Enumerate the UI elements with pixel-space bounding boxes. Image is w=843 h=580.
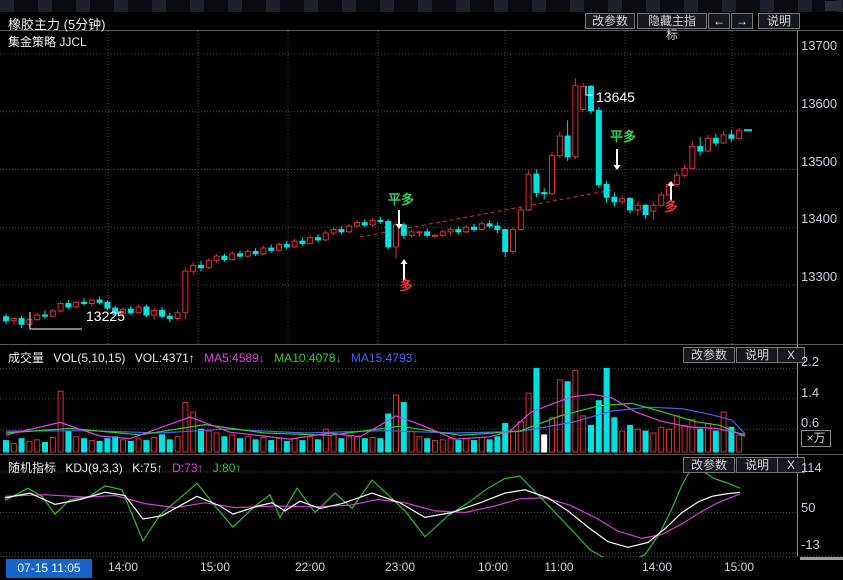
time-tick-label: 22:00 (294, 560, 326, 574)
svg-text:平多: 平多 (610, 129, 636, 144)
volume-panel-header: 成交量 VOL(5,10,15) VOL:4371↑ MA5:4589↓ MA1… (8, 349, 424, 366)
svg-text:13645: 13645 (596, 89, 635, 105)
svg-text:多: 多 (399, 278, 412, 293)
kdj-help-button[interactable]: 说明 (736, 457, 778, 473)
svg-text:平多: 平多 (388, 192, 414, 207)
volume-change-params-button[interactable]: 改参数 (683, 347, 735, 363)
volume-axis-label: 0.6 (801, 415, 820, 431)
top-menu-strip[interactable] (0, 0, 843, 12)
kdj-k-value: K:75↑ (132, 461, 163, 475)
strategy-label: 集金策略 JJCL (8, 35, 87, 49)
volume-ma10: MA10:4078↓ (274, 351, 342, 365)
time-tick-label: 23:00 (384, 560, 416, 574)
time-tick-label: 10:00 (477, 560, 509, 574)
time-axis[interactable]: 07-15 11:05 14:00 15:00 22:00 23:00 10:00 11:… (0, 557, 843, 580)
instrument-title: 橡胶主力 (5分钟) (8, 17, 106, 32)
price-axis-label: 13400 (801, 211, 838, 227)
price-axis-label: 13600 (801, 95, 838, 111)
price-axis-label: 13300 (801, 269, 838, 284)
time-tick-label: 15:00 (199, 560, 231, 574)
kdj-axis-label: 50 (801, 500, 816, 515)
change-params-button[interactable]: 改参数 (585, 13, 635, 29)
next-arrow-button[interactable]: → (731, 13, 753, 29)
time-tick-label: 14:00 (641, 560, 673, 574)
volume-axis-label: 2.2 (801, 354, 820, 370)
kdj-close-button[interactable]: X (777, 457, 805, 473)
kdj-axis-label: 114 (801, 460, 822, 475)
svg-text:多: 多 (664, 199, 677, 214)
volume-name: 成交量 (8, 351, 45, 365)
kdj-change-params-button[interactable]: 改参数 (683, 457, 735, 473)
time-tick-label: 15:00 (723, 560, 755, 574)
help-button[interactable]: 说明 (758, 13, 800, 29)
menu-corner-icon[interactable] (825, 1, 841, 11)
volume-current: VOL:4371↑ (134, 351, 195, 365)
chart-title-bar: 橡胶主力 (5分钟) 改参数 隐藏主指标 ← → 说明 (0, 12, 843, 42)
kdj-formula: KDJ(9,3,3) (65, 461, 123, 475)
time-tick-label: 14:00 (107, 560, 139, 574)
volume-help-button[interactable]: 说明 (736, 347, 778, 363)
price-axis-label: 13500 (801, 153, 838, 169)
volume-unit-label: ×万 (801, 430, 831, 447)
price-axis-label: 13700 (801, 38, 838, 53)
prev-arrow-button[interactable]: ← (708, 13, 730, 29)
kdj-axis-label: -13 (801, 537, 820, 552)
hide-main-indicator-button[interactable]: 隐藏主指标 (637, 13, 707, 42)
kdj-j-value: J:80↑ (212, 461, 242, 475)
volume-axis-label: 1.4 (801, 384, 820, 400)
volume-formula: VOL(5,10,15) (53, 351, 126, 365)
volume-ma15: MA15:4793↓ (350, 351, 419, 365)
kdj-panel-header: 随机指标 KDJ(9,3,3) K:75↑ D:73↑ J:80↑ (8, 459, 247, 476)
kdj-name: 随机指标 (8, 461, 57, 475)
selected-time-badge: 07-15 11:05 (6, 559, 92, 578)
kdj-d-value: D:73↑ (172, 461, 204, 475)
svg-text:13225: 13225 (86, 308, 125, 324)
volume-ma5: MA5:4589↓ (204, 351, 265, 365)
time-tick-label: 11:00 (544, 560, 574, 574)
volume-close-button[interactable]: X (777, 347, 805, 363)
scrollbar-thumb[interactable] (800, 557, 843, 560)
